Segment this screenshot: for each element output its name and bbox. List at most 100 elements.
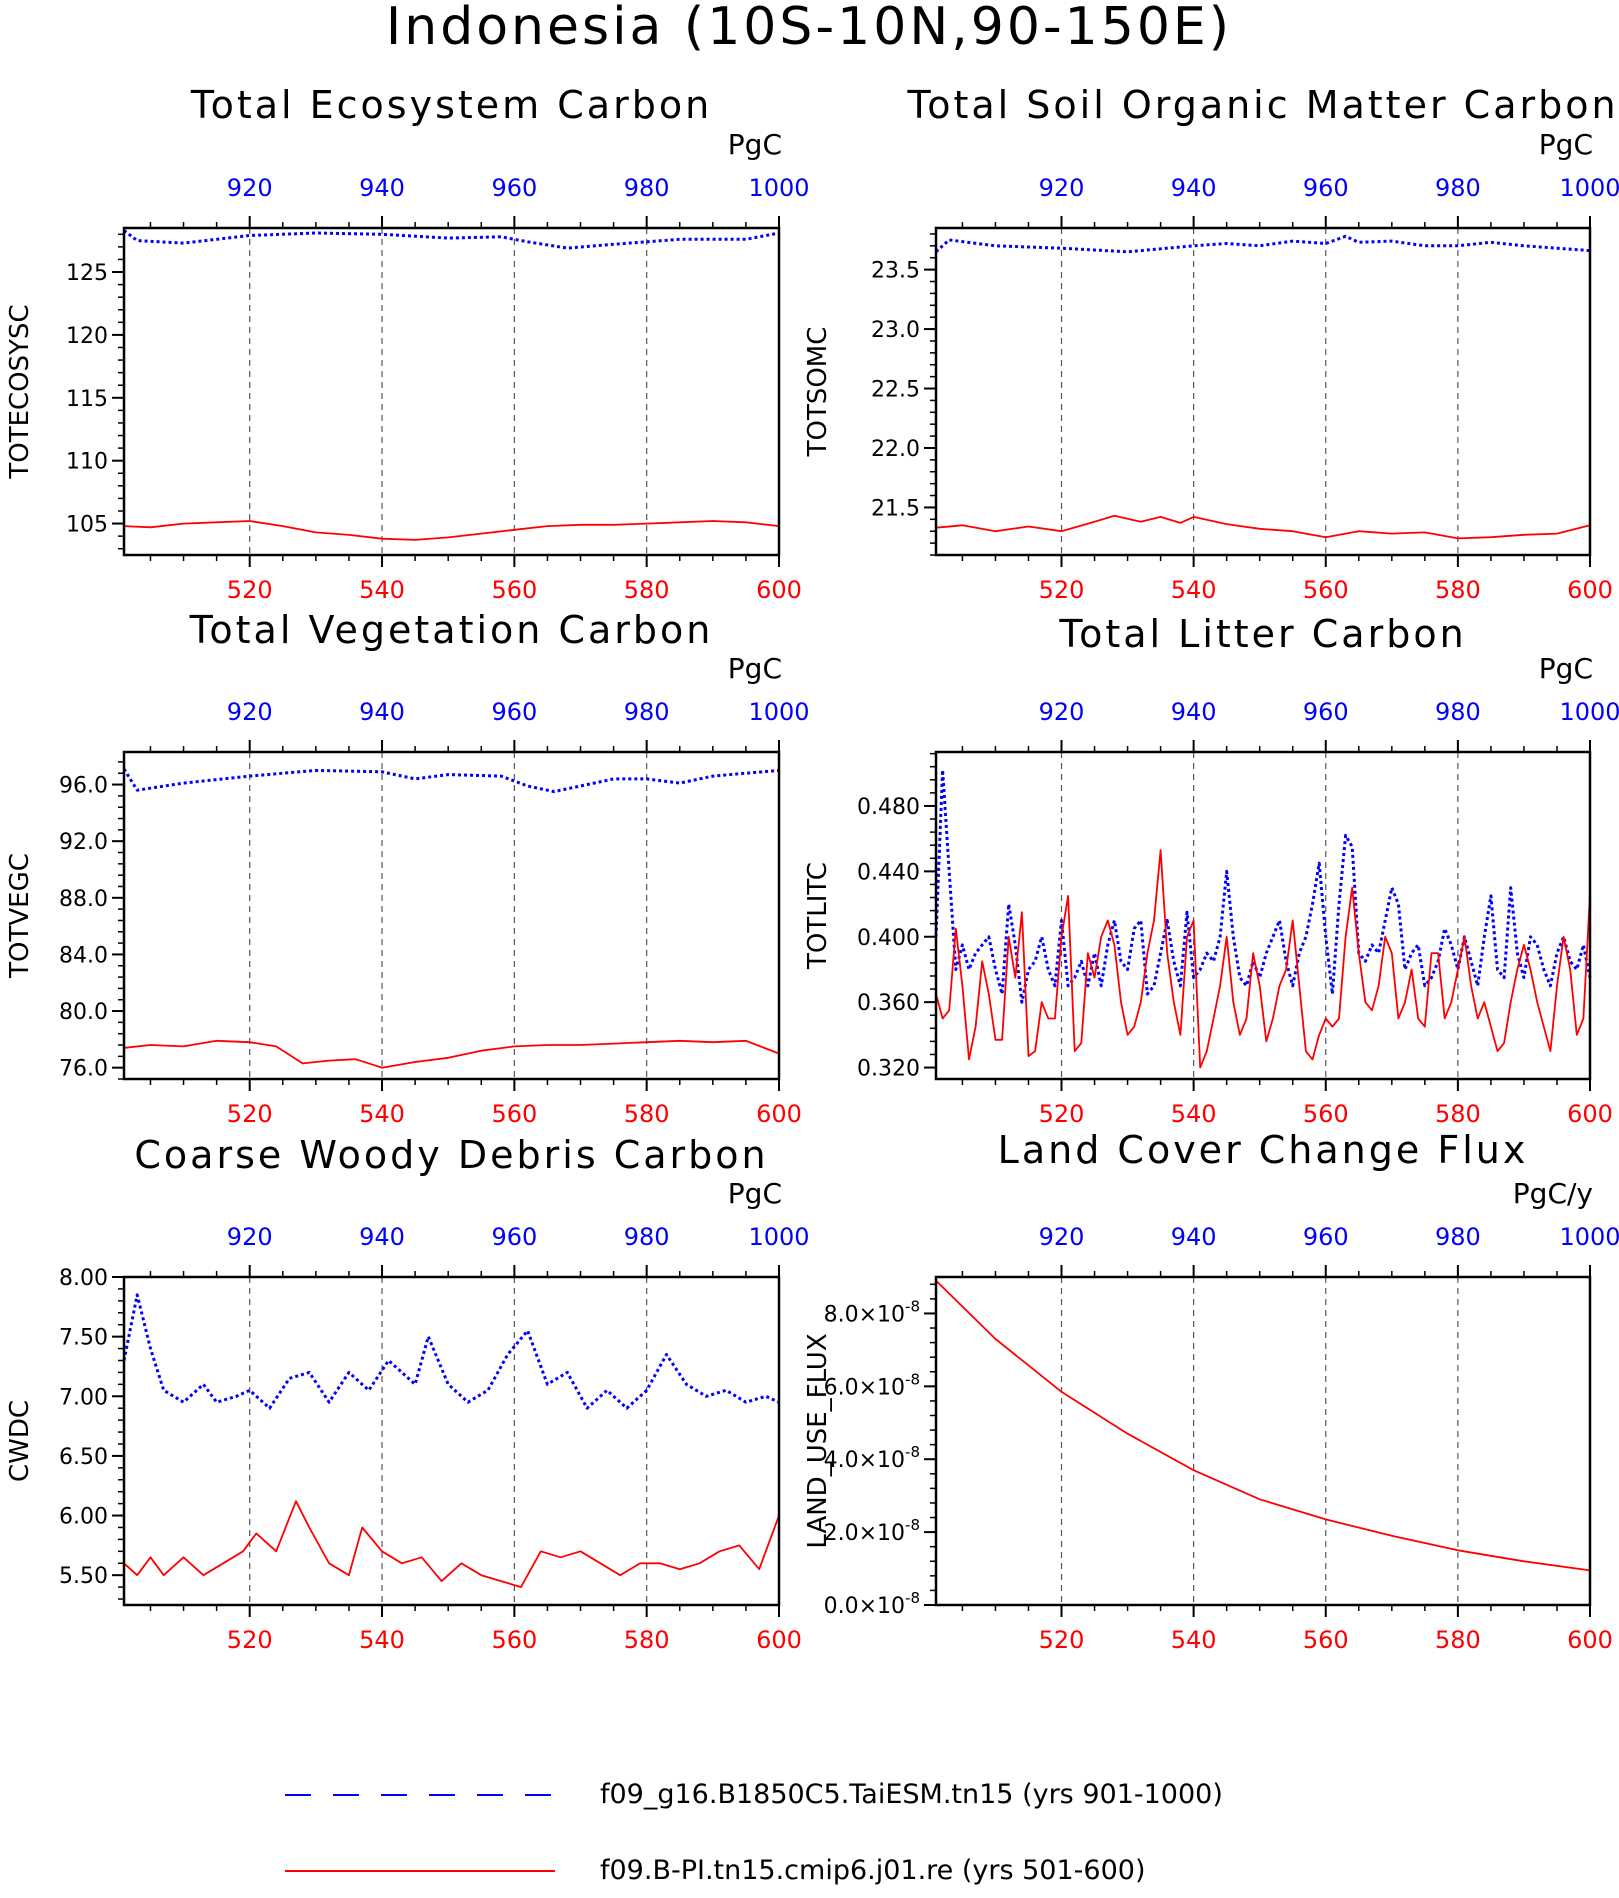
series-line-501-600	[123, 520, 780, 541]
x-top-tick-label: 940	[1171, 1223, 1217, 1251]
x-top-tick-label: 980	[624, 698, 670, 726]
chart-title: Total Litter Carbon	[1058, 612, 1466, 656]
plot-frame	[934, 226, 1592, 557]
x-top-tick-label: 980	[624, 1223, 670, 1251]
y-tick-label: 22.5	[871, 378, 920, 403]
x-bottom-tick-label: 540	[359, 1626, 405, 1654]
x-top-tick-label: 940	[359, 1223, 405, 1251]
x-bottom-tick-label: 580	[624, 1100, 670, 1128]
plot-frame	[122, 750, 781, 1081]
x-bottom-tick-label: 540	[359, 1100, 405, 1128]
y-tick-label: 8.0×10-8	[824, 1297, 920, 1327]
y-axis-label: TOTVEGC	[5, 853, 35, 979]
x-bottom-tick-label: 580	[624, 576, 670, 604]
series-line-901-1000	[934, 768, 1592, 1004]
series-line-901-1000	[122, 768, 780, 794]
series-line-901-1000	[123, 229, 780, 250]
chart-title: Total Ecosystem Carbon	[190, 83, 712, 127]
x-top-tick-label: 1000	[1559, 174, 1619, 202]
x-top-tick-label: 980	[1435, 1223, 1481, 1251]
y-axis-label: CWDC	[5, 1400, 35, 1482]
y-tick-label: 0.440	[857, 860, 920, 885]
plot-frame	[934, 750, 1592, 1081]
x-bottom-tick-label: 600	[756, 1626, 802, 1654]
series-line-501-600	[935, 1279, 1591, 1572]
x-bottom-tick-label: 580	[1435, 576, 1481, 604]
x-bottom-tick-label: 560	[491, 576, 537, 604]
y-axis-label: TOTECOSYSC	[5, 304, 35, 479]
y-tick-label: 7.00	[59, 1385, 108, 1410]
x-top-tick-label: 920	[1039, 174, 1085, 202]
x-top-tick-label: 1000	[1559, 698, 1619, 726]
x-bottom-tick-label: 600	[756, 1100, 802, 1128]
series-line-901-1000	[122, 1293, 780, 1410]
x-bottom-tick-label: 540	[359, 576, 405, 604]
y-tick-label: 120	[66, 324, 108, 349]
x-top-tick-label: 940	[1171, 174, 1217, 202]
y-tick-label: 23.0	[871, 318, 920, 343]
y-tick-label: 125	[66, 261, 108, 286]
x-bottom-tick-label: 580	[624, 1626, 670, 1654]
x-bottom-tick-label: 540	[1171, 1626, 1217, 1654]
y-tick-label: 7.50	[59, 1326, 108, 1351]
y-tick-label: 5.50	[59, 1564, 108, 1589]
x-bottom-tick-label: 520	[1039, 576, 1085, 604]
y-tick-label: 0.360	[857, 991, 920, 1016]
figure-title: Indonesia (10S-10N,90-150E)	[386, 0, 1232, 57]
series-line-501-600	[935, 514, 1591, 540]
y-tick-label: 0.400	[857, 926, 920, 951]
x-top-tick-label: 960	[491, 174, 537, 202]
x-top-tick-label: 920	[1039, 698, 1085, 726]
legend: f09_g16.B1850C5.TaiESM.tn15 (yrs 901-100…	[285, 1779, 1223, 1886]
y-tick-label: 21.5	[871, 496, 920, 521]
x-bottom-tick-label: 560	[491, 1626, 537, 1654]
units-label: PgC	[1539, 128, 1593, 161]
units-label: PgC	[728, 1177, 782, 1210]
x-bottom-tick-label: 520	[227, 576, 273, 604]
x-top-tick-label: 1000	[1559, 1223, 1619, 1251]
units-label: PgC	[728, 652, 782, 685]
units-label: PgC	[1539, 652, 1593, 685]
x-top-tick-label: 940	[1171, 698, 1217, 726]
panel-total-ecosystem-carbon: Total Ecosystem Carbon PgC 520 540 560 580 600…	[5, 83, 810, 604]
x-top-tick-label: 940	[359, 174, 405, 202]
y-tick-label: 115	[66, 387, 108, 412]
y-axis-label: TOTSOMC	[803, 327, 833, 458]
x-bottom-tick-label: 520	[1039, 1626, 1085, 1654]
y-tick-label: 2.0×10-8	[824, 1516, 920, 1546]
x-bottom-tick-label: 600	[1567, 576, 1613, 604]
legend-label-cmip6: f09.B-PI.tn15.cmip6.j01.re (yrs 501-600)	[600, 1855, 1145, 1886]
chart-title: Coarse Woody Debris Carbon	[134, 1133, 768, 1177]
y-tick-label: 76.0	[59, 1057, 108, 1082]
x-top-tick-label: 980	[1435, 698, 1481, 726]
y-tick-label: 0.480	[857, 795, 920, 820]
y-tick-label: 88.0	[59, 887, 108, 912]
x-top-tick-label: 960	[1303, 698, 1349, 726]
x-bottom-tick-label: 560	[491, 1100, 537, 1128]
x-bottom-tick-label: 540	[1171, 1100, 1217, 1128]
x-top-tick-label: 960	[1303, 174, 1349, 202]
x-bottom-tick-label: 580	[1435, 1626, 1481, 1654]
plot-frame	[122, 226, 781, 557]
x-top-tick-label: 960	[491, 698, 537, 726]
x-top-tick-label: 980	[624, 174, 670, 202]
y-tick-label: 4.0×10-8	[824, 1443, 920, 1473]
legend-label-taiesm: f09_g16.B1850C5.TaiESM.tn15 (yrs 901-100…	[600, 1779, 1223, 1810]
y-axis-label: TOTLITC	[803, 862, 833, 970]
plot-frame	[934, 1275, 1592, 1607]
series-line-901-1000	[934, 234, 1591, 254]
y-tick-label: 105	[66, 513, 108, 538]
x-top-tick-label: 920	[227, 1223, 273, 1251]
x-top-tick-label: 1000	[748, 1223, 809, 1251]
x-top-tick-label: 1000	[748, 174, 809, 202]
y-tick-label: 96.0	[59, 774, 108, 799]
y-tick-label: 6.00	[59, 1505, 108, 1530]
x-bottom-tick-label: 520	[1039, 1100, 1085, 1128]
x-bottom-tick-label: 520	[227, 1100, 273, 1128]
series-line-501-600	[935, 849, 1591, 1069]
x-top-tick-label: 960	[1303, 1223, 1349, 1251]
x-bottom-tick-label: 560	[1303, 1626, 1349, 1654]
